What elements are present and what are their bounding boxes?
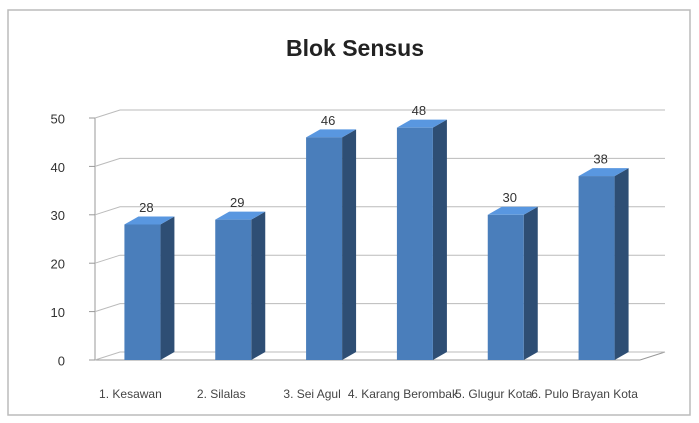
- value-label: 30: [503, 190, 517, 205]
- y-tick-label: 50: [51, 111, 65, 126]
- bar-side: [523, 206, 538, 360]
- bar-side: [614, 168, 629, 360]
- bar-side: [251, 211, 266, 360]
- bar-top: [578, 168, 629, 177]
- y-tick-label: 0: [58, 353, 65, 368]
- bar-top: [306, 129, 357, 138]
- bar: [396, 127, 433, 361]
- grid-line: [94, 351, 665, 361]
- x-tick-label: 4. Karang Berombak: [348, 387, 459, 401]
- value-label: 28: [139, 200, 153, 215]
- value-label: 38: [593, 152, 607, 167]
- y-tick-label: 10: [51, 305, 65, 320]
- y-tick-label: 40: [51, 160, 65, 175]
- grid-line: [94, 157, 665, 167]
- bar-side: [432, 119, 447, 361]
- value-label: 46: [321, 113, 335, 128]
- floor-line: [639, 351, 666, 361]
- y-tick-label: 20: [51, 257, 65, 272]
- y-tick-label: 30: [51, 208, 65, 223]
- grid-line: [94, 254, 665, 264]
- x-tick-label: 3. Sei Agul: [283, 387, 340, 401]
- bar-top: [396, 119, 447, 128]
- grid-line: [94, 206, 665, 216]
- bar-top: [124, 216, 175, 225]
- x-tick-label: 6. Pulo Brayan Kota: [531, 387, 638, 401]
- bar-top: [215, 211, 266, 220]
- bar: [306, 137, 343, 360]
- value-label: 48: [412, 103, 426, 118]
- grid-line: [94, 109, 665, 119]
- bar: [487, 214, 524, 360]
- bar: [578, 176, 615, 360]
- value-label: 29: [230, 195, 244, 210]
- bar-top: [487, 206, 538, 215]
- bar-side: [160, 216, 175, 360]
- bar: [215, 219, 252, 360]
- x-tick-label: 2. Silalas: [197, 387, 246, 401]
- chart-title: Blok Sensus: [286, 35, 424, 61]
- grid-line: [94, 303, 665, 313]
- x-tick-label: 1. Kesawan: [99, 387, 162, 401]
- bar: [124, 224, 161, 360]
- bar-side: [342, 129, 357, 360]
- x-tick-label: 5. Glugur Kota: [455, 387, 533, 401]
